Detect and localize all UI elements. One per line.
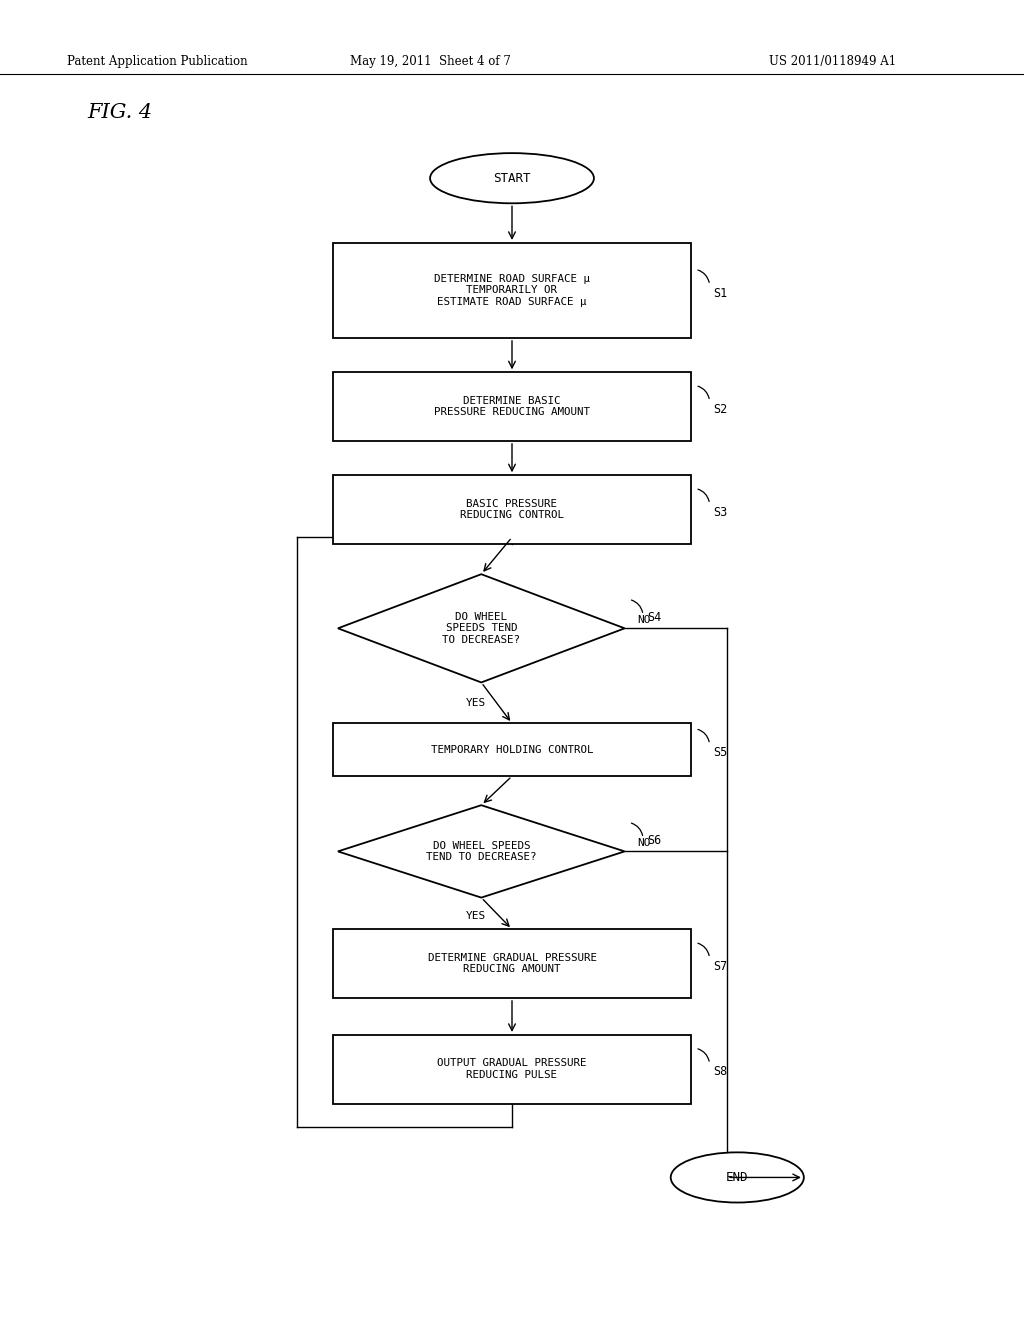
Text: NO: NO xyxy=(637,838,650,849)
Text: DETERMINE GRADUAL PRESSURE
REDUCING AMOUNT: DETERMINE GRADUAL PRESSURE REDUCING AMOU… xyxy=(427,953,597,974)
Polygon shape xyxy=(338,805,625,898)
Text: END: END xyxy=(726,1171,749,1184)
Text: TEMPORARY HOLDING CONTROL: TEMPORARY HOLDING CONTROL xyxy=(431,744,593,755)
Text: DO WHEEL SPEEDS
TEND TO DECREASE?: DO WHEEL SPEEDS TEND TO DECREASE? xyxy=(426,841,537,862)
Polygon shape xyxy=(338,574,625,682)
Ellipse shape xyxy=(671,1152,804,1203)
FancyBboxPatch shape xyxy=(333,372,691,441)
Text: OUTPUT GRADUAL PRESSURE
REDUCING PULSE: OUTPUT GRADUAL PRESSURE REDUCING PULSE xyxy=(437,1059,587,1080)
Text: May 19, 2011  Sheet 4 of 7: May 19, 2011 Sheet 4 of 7 xyxy=(349,55,511,69)
Text: S6: S6 xyxy=(647,834,662,847)
Text: S2: S2 xyxy=(714,403,728,416)
Text: S7: S7 xyxy=(714,960,728,973)
FancyBboxPatch shape xyxy=(333,243,691,338)
Text: S3: S3 xyxy=(714,506,728,519)
FancyBboxPatch shape xyxy=(333,1035,691,1104)
FancyBboxPatch shape xyxy=(333,723,691,776)
Ellipse shape xyxy=(430,153,594,203)
Text: DETERMINE ROAD SURFACE μ
TEMPORARILY OR
ESTIMATE ROAD SURFACE μ: DETERMINE ROAD SURFACE μ TEMPORARILY OR … xyxy=(434,273,590,308)
Text: DETERMINE BASIC
PRESSURE REDUCING AMOUNT: DETERMINE BASIC PRESSURE REDUCING AMOUNT xyxy=(434,396,590,417)
Text: YES: YES xyxy=(466,911,486,921)
Text: NO: NO xyxy=(637,615,650,626)
Text: Patent Application Publication: Patent Application Publication xyxy=(67,55,247,69)
Text: S1: S1 xyxy=(714,286,728,300)
Text: YES: YES xyxy=(466,698,486,709)
FancyBboxPatch shape xyxy=(333,475,691,544)
Text: S8: S8 xyxy=(714,1065,728,1078)
Text: S4: S4 xyxy=(647,611,662,624)
Text: US 2011/0118949 A1: US 2011/0118949 A1 xyxy=(769,55,896,69)
Text: BASIC PRESSURE
REDUCING CONTROL: BASIC PRESSURE REDUCING CONTROL xyxy=(460,499,564,520)
FancyBboxPatch shape xyxy=(333,929,691,998)
Text: DO WHEEL
SPEEDS TEND
TO DECREASE?: DO WHEEL SPEEDS TEND TO DECREASE? xyxy=(442,611,520,645)
Text: START: START xyxy=(494,172,530,185)
Text: S5: S5 xyxy=(714,746,728,759)
Text: FIG. 4: FIG. 4 xyxy=(87,103,153,121)
